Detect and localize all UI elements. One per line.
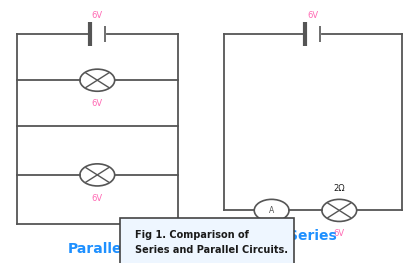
Text: 6V: 6V bbox=[92, 11, 102, 20]
Text: Parallel: Parallel bbox=[68, 242, 126, 256]
Text: 3A: 3A bbox=[266, 229, 277, 238]
Text: 2Ω: 2Ω bbox=[332, 184, 344, 193]
Text: 6V: 6V bbox=[333, 229, 344, 238]
Text: Series and Parallel Circuits.: Series and Parallel Circuits. bbox=[134, 245, 287, 255]
Text: 6V: 6V bbox=[92, 194, 102, 203]
Text: Fig 1. Comparison of: Fig 1. Comparison of bbox=[134, 230, 248, 240]
Text: A: A bbox=[268, 206, 273, 215]
FancyBboxPatch shape bbox=[120, 218, 293, 263]
Text: 6V: 6V bbox=[306, 11, 317, 20]
Text: Series: Series bbox=[287, 229, 336, 243]
Text: 6V: 6V bbox=[92, 99, 102, 108]
